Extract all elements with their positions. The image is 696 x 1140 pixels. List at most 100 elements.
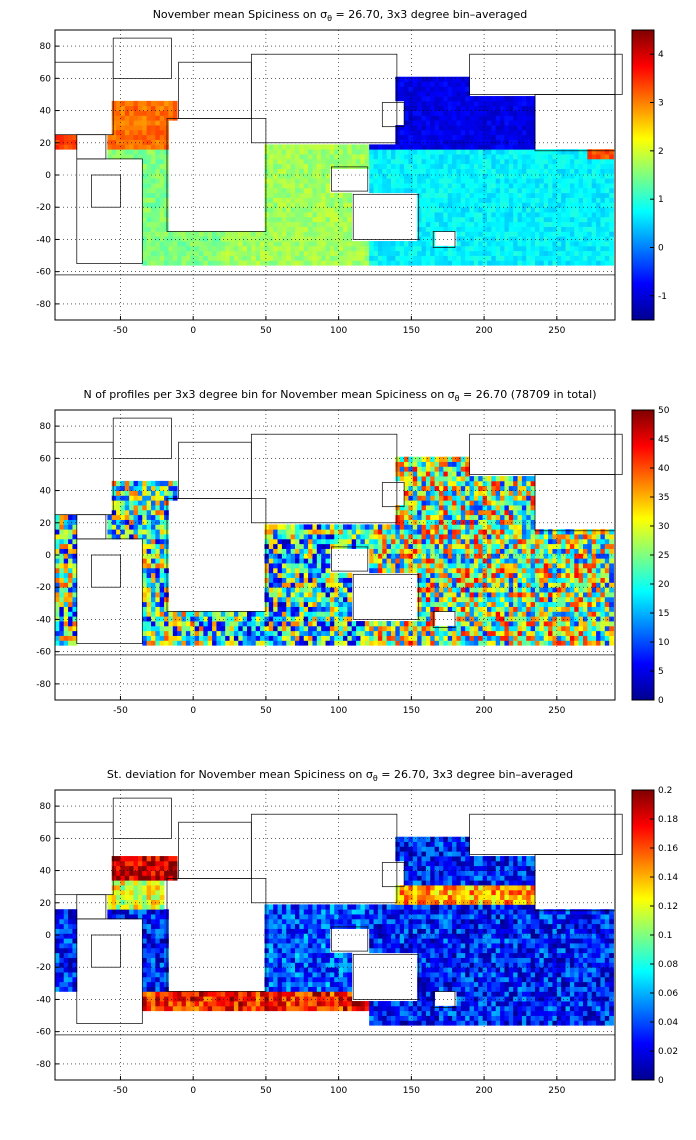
heatmap-cell xyxy=(238,616,244,622)
heatmap-cell xyxy=(137,134,143,140)
heatmap-cell xyxy=(526,592,532,598)
heatmap-cell xyxy=(587,187,593,194)
heatmap-cell xyxy=(382,178,388,184)
heatmap-cell xyxy=(469,125,475,131)
heatmap-cell xyxy=(133,139,139,145)
heatmap-cell xyxy=(338,236,344,242)
heatmap-cell xyxy=(495,241,501,247)
heatmap-cell xyxy=(596,221,601,227)
heatmap-cell xyxy=(142,572,148,578)
heatmap-cell xyxy=(329,212,335,218)
heatmap-cell xyxy=(535,168,540,174)
heatmap-cell xyxy=(430,216,436,223)
heatmap-cell xyxy=(316,226,322,232)
heatmap-cell xyxy=(460,129,466,136)
heatmap-cell xyxy=(517,192,523,198)
heatmap-cell xyxy=(281,241,287,247)
heatmap-cell xyxy=(491,212,497,218)
heatmap-cell xyxy=(535,163,540,169)
heatmap-cell xyxy=(412,534,418,540)
heatmap-cell xyxy=(443,212,449,218)
heatmap-cell xyxy=(600,231,606,237)
heatmap-cell xyxy=(116,534,121,540)
heatmap-cell xyxy=(408,563,414,569)
heatmap-cell xyxy=(116,105,121,111)
heatmap-cell xyxy=(216,635,222,641)
heatmap-cell xyxy=(290,548,296,554)
heatmap-cell xyxy=(609,236,614,242)
heatmap-cell xyxy=(251,625,257,632)
heatmap-cell xyxy=(583,163,588,169)
heatmap-cell xyxy=(377,154,383,160)
heatmap-cell xyxy=(460,606,466,612)
heatmap-cell xyxy=(452,495,457,501)
heatmap-cell xyxy=(439,207,444,213)
heatmap-cell xyxy=(447,115,453,121)
heatmap-cell xyxy=(473,212,479,218)
heatmap-cell xyxy=(521,197,527,203)
heatmap-cell xyxy=(430,231,436,237)
heatmap-cell xyxy=(430,91,436,97)
heatmap-cell xyxy=(72,543,78,549)
heatmap-cell xyxy=(325,231,331,237)
heatmap-cell xyxy=(325,582,331,588)
heatmap-cell xyxy=(513,125,518,131)
heatmap-cell xyxy=(303,207,309,213)
heatmap-cell xyxy=(59,596,65,603)
heatmap-cell xyxy=(508,110,514,116)
heatmap-cell xyxy=(395,553,401,559)
heatmap-cell xyxy=(408,86,414,92)
heatmap-cell xyxy=(460,534,466,540)
heatmap-cell xyxy=(399,173,405,179)
heatmap-cell xyxy=(268,178,274,184)
heatmap-cell xyxy=(386,563,392,569)
heatmap-cell xyxy=(377,630,383,636)
heatmap-cell xyxy=(142,509,148,516)
heatmap-cell xyxy=(203,241,209,247)
heatmap-cell xyxy=(386,245,392,252)
heatmap-cell xyxy=(343,621,348,627)
heatmap-cell xyxy=(482,577,488,583)
heatmap-cell xyxy=(425,144,431,150)
heatmap-cell xyxy=(487,616,492,622)
heatmap-cell xyxy=(299,149,305,155)
heatmap-cell xyxy=(465,563,470,569)
heatmap-cell xyxy=(487,158,492,165)
heatmap-cell xyxy=(482,100,488,107)
heatmap-cell xyxy=(347,630,353,636)
heatmap-cell xyxy=(465,212,470,218)
heatmap-cell xyxy=(151,519,156,525)
chart-svg: -50 0 50 100 150 200 250806040200-20-40-60-805… xyxy=(36,406,669,716)
heatmap-cell xyxy=(321,154,326,160)
heatmap-cell xyxy=(425,202,431,208)
heatmap-cell xyxy=(146,601,152,607)
heatmap-cell xyxy=(142,524,148,530)
heatmap-cell xyxy=(142,625,148,632)
heatmap-cell xyxy=(482,476,488,482)
heatmap-cell xyxy=(343,221,348,227)
heatmap-cell xyxy=(439,577,444,583)
heatmap-cell xyxy=(508,505,514,511)
heatmap-cell xyxy=(417,495,422,501)
heatmap-cell xyxy=(443,187,449,194)
heatmap-cell xyxy=(596,226,601,232)
heatmap-cell xyxy=(500,480,505,487)
heatmap-cell xyxy=(164,577,169,583)
heatmap-cell xyxy=(308,572,313,578)
heatmap-cell xyxy=(312,149,318,155)
heatmap-cell xyxy=(133,524,139,530)
heatmap-cell xyxy=(164,212,169,218)
heatmap-cell xyxy=(233,236,239,242)
heatmap-cell xyxy=(129,505,134,511)
heatmap-cell xyxy=(295,226,300,232)
heatmap-cell xyxy=(377,548,383,554)
heatmap-cell xyxy=(447,558,453,564)
heatmap-cell xyxy=(351,621,357,627)
heatmap-cell xyxy=(373,534,379,540)
heatmap-cell xyxy=(59,625,65,632)
heatmap-cell xyxy=(430,192,436,198)
heatmap-cell xyxy=(212,236,217,242)
heatmap-cell xyxy=(151,490,156,496)
heatmap-cell xyxy=(487,596,492,603)
heatmap-cell xyxy=(491,558,497,564)
